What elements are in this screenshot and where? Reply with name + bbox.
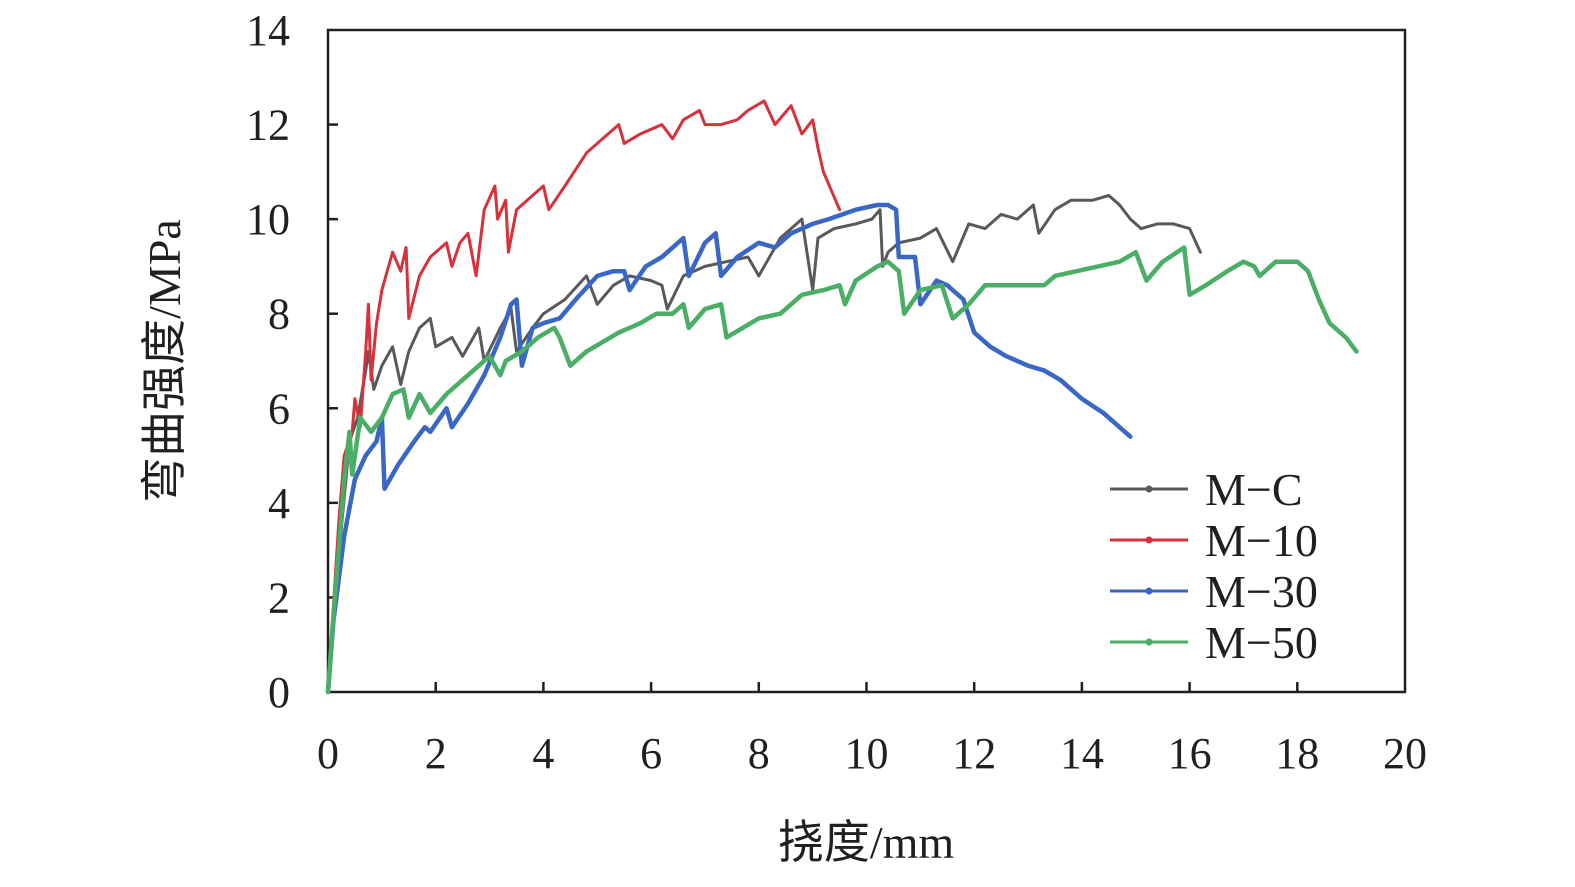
x-tick-label: 18 (1275, 729, 1319, 778)
series-line-3 (325, 202, 1133, 695)
legend-label-4: M−50 (1205, 617, 1318, 668)
y-tick-label: 6 (268, 384, 290, 433)
x-tick-label: 20 (1383, 729, 1427, 778)
y-tick-label: 14 (246, 6, 290, 55)
legend-marker-4 (1145, 638, 1153, 646)
y-tick-label: 0 (268, 668, 290, 717)
x-tick-label: 2 (425, 729, 447, 778)
legend-marker-2 (1145, 536, 1153, 544)
x-tick-label: 14 (1060, 729, 1104, 778)
x-axis-ticks: 0 2 4 6 8 10 12 14 16 18 20 (317, 682, 1427, 778)
y-tick-label: 4 (268, 479, 290, 528)
x-tick-label: 12 (952, 729, 996, 778)
x-tick-label: 8 (748, 729, 770, 778)
x-tick-label: 6 (640, 729, 662, 778)
x-tick-label: 10 (845, 729, 889, 778)
series-line-4 (325, 245, 1359, 695)
x-tick-label: 4 (532, 729, 554, 778)
legend-label-1: M−C (1205, 464, 1303, 515)
y-axis-title: 弯曲强度/MPa (139, 219, 190, 503)
y-axis-ticks: 0 2 4 6 8 10 12 14 (246, 6, 338, 717)
series-line-1 (326, 194, 1202, 694)
legend-marker-1 (1145, 485, 1153, 493)
legend: M−CM−10M−30M−50 (1110, 464, 1318, 668)
legend-label-3: M−30 (1205, 566, 1318, 617)
legend-label-2: M−10 (1205, 515, 1318, 566)
y-tick-label: 10 (246, 195, 290, 244)
y-tick-label: 12 (246, 101, 290, 150)
series-line-2 (326, 99, 842, 694)
legend-marker-3 (1145, 587, 1153, 595)
y-tick-label: 2 (268, 573, 290, 622)
series-lines (325, 99, 1359, 695)
x-axis-title: 挠度/mm (778, 817, 955, 868)
x-tick-label: 16 (1168, 729, 1212, 778)
y-tick-label: 8 (268, 290, 290, 339)
x-tick-label: 0 (317, 729, 339, 778)
